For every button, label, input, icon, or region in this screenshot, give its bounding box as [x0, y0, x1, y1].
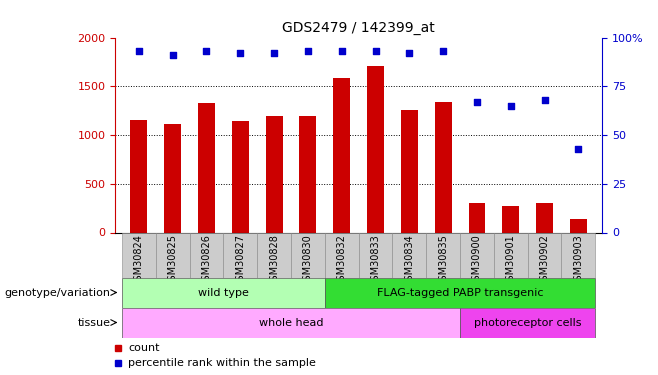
Bar [435, 102, 451, 232]
Bar [570, 219, 587, 232]
Bar [561, 232, 595, 278]
Bar [291, 232, 325, 278]
Bar [468, 203, 486, 232]
Text: photoreceptor cells: photoreceptor cells [474, 318, 582, 327]
Bar [164, 124, 181, 232]
Text: tissue: tissue [77, 318, 111, 327]
Bar [392, 232, 426, 278]
Text: GSM30832: GSM30832 [337, 234, 347, 287]
Text: GSM30900: GSM30900 [472, 234, 482, 287]
Bar [232, 121, 249, 232]
Bar [460, 232, 494, 278]
Point [134, 48, 144, 54]
Bar [359, 232, 392, 278]
Point [438, 48, 448, 54]
Text: GSM30825: GSM30825 [168, 234, 178, 287]
Bar [266, 116, 282, 232]
Text: GSM30827: GSM30827 [236, 234, 245, 287]
Text: GSM30902: GSM30902 [540, 234, 549, 287]
Point [336, 48, 347, 54]
Bar [122, 308, 460, 338]
Bar [299, 116, 316, 232]
Text: GSM30828: GSM30828 [269, 234, 279, 287]
Bar [528, 232, 561, 278]
Point [472, 99, 482, 105]
Point [505, 103, 516, 109]
Bar [122, 232, 156, 278]
Text: whole head: whole head [259, 318, 323, 327]
Point [404, 50, 415, 56]
Bar [325, 232, 359, 278]
Bar [367, 66, 384, 232]
Bar [190, 232, 223, 278]
Point [235, 50, 245, 56]
Text: GSM30903: GSM30903 [573, 234, 584, 287]
Bar [536, 203, 553, 232]
Text: FLAG-tagged PABP transgenic: FLAG-tagged PABP transgenic [377, 288, 544, 297]
Point [201, 48, 212, 54]
Bar [401, 110, 418, 232]
Point [540, 97, 550, 103]
Point [303, 48, 313, 54]
Text: GSM30826: GSM30826 [201, 234, 211, 287]
Text: GSM30833: GSM30833 [370, 234, 380, 287]
Text: GSM30830: GSM30830 [303, 234, 313, 287]
Bar [198, 103, 215, 232]
Point [573, 146, 584, 152]
Bar [333, 78, 350, 232]
Bar [426, 232, 460, 278]
Point [167, 52, 178, 58]
Bar [460, 308, 595, 338]
Text: GSM30835: GSM30835 [438, 234, 448, 287]
Text: percentile rank within the sample: percentile rank within the sample [128, 358, 316, 368]
Text: genotype/variation: genotype/variation [5, 288, 111, 297]
Bar [325, 278, 595, 308]
Bar [122, 278, 325, 308]
Text: GSM30834: GSM30834 [404, 234, 415, 287]
Bar [156, 232, 190, 278]
Title: GDS2479 / 142399_at: GDS2479 / 142399_at [282, 21, 435, 35]
Text: wild type: wild type [198, 288, 249, 297]
Bar [223, 232, 257, 278]
Bar [130, 120, 147, 232]
Text: GSM30901: GSM30901 [506, 234, 516, 287]
Point [269, 50, 280, 56]
Bar [257, 232, 291, 278]
Point [370, 48, 381, 54]
Text: GSM30824: GSM30824 [134, 234, 144, 287]
Text: count: count [128, 343, 160, 352]
Bar [502, 206, 519, 232]
Bar [494, 232, 528, 278]
